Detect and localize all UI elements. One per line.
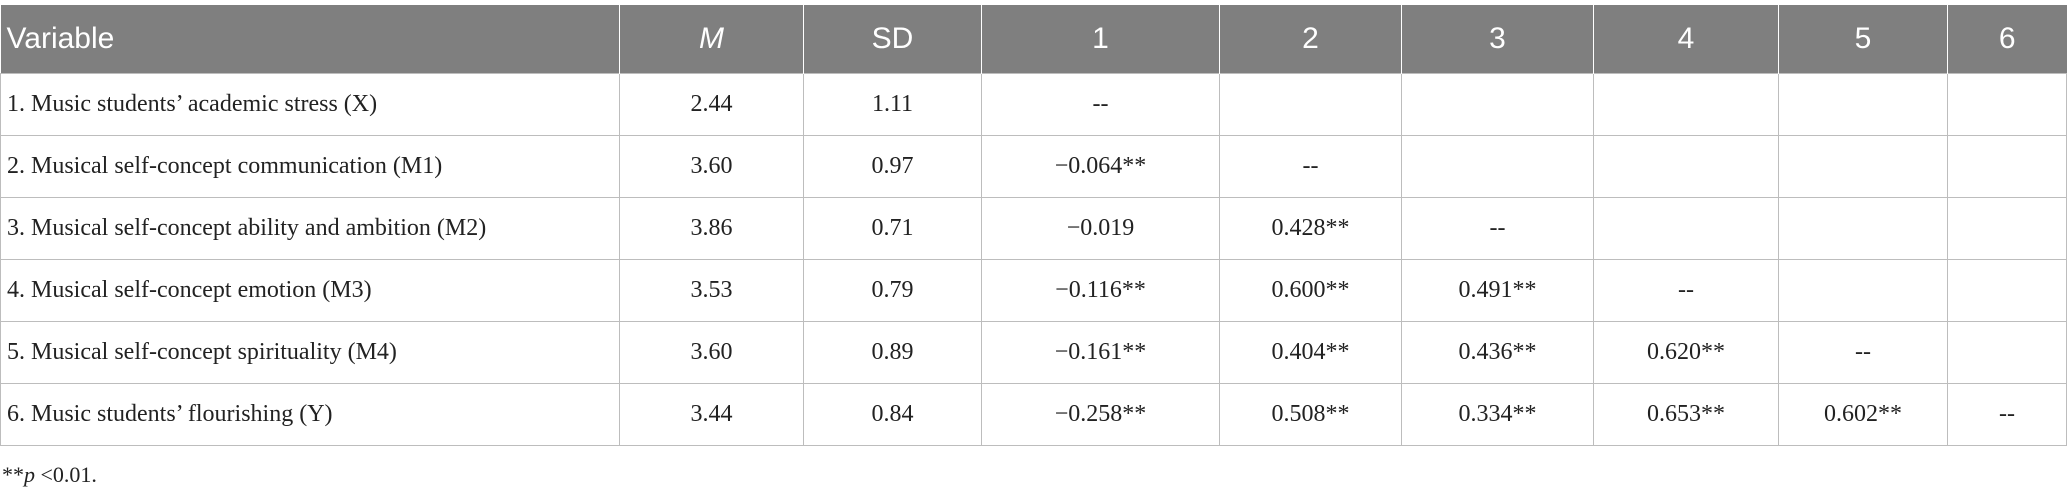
empty-cell <box>1778 73 1948 136</box>
table-cell: -- <box>1778 321 1948 384</box>
header-cell: 2 <box>1219 5 1402 74</box>
table-cell: 2.44 <box>619 73 804 136</box>
footnote-prefix: ** <box>2 462 24 487</box>
header-cell: 4 <box>1593 5 1779 74</box>
table-body: 1. Music students’ academic stress (X) 2.… <box>0 73 2067 446</box>
table-cell: 0.404** <box>1219 321 1402 384</box>
table-cell: 0.653** <box>1593 383 1779 446</box>
table-cell: 3.44 <box>619 383 804 446</box>
table-cell: 0.89 <box>803 321 982 384</box>
table-cell: 0.620** <box>1593 321 1779 384</box>
table-cell: 3.60 <box>619 321 804 384</box>
empty-cell <box>1401 73 1594 136</box>
footnote-suffix: <0.01. <box>35 462 97 487</box>
table-cell: −0.116** <box>981 259 1220 322</box>
header-cell: 1 <box>981 5 1220 74</box>
table-cell: 2. Musical self-concept communication (M… <box>0 135 620 198</box>
header-cell: 3 <box>1401 5 1594 74</box>
table-cell: 0.97 <box>803 135 982 198</box>
table-row: 5. Musical self-concept spirituality (M4… <box>0 321 2067 384</box>
table-cell: 0.508** <box>1219 383 1402 446</box>
header-cell: M <box>619 5 804 74</box>
table-cell: 3.60 <box>619 135 804 198</box>
empty-cell <box>1778 197 1948 260</box>
table-cell: 1.11 <box>803 73 982 136</box>
table-row: 6. Music students’ flourishing (Y) 3.44 0.… <box>0 383 2067 446</box>
table-cell: 0.491** <box>1401 259 1594 322</box>
correlation-table: Variable M SD 1 2 3 4 5 6 1. Music students’ aca… <box>0 5 2067 446</box>
empty-cell <box>1778 259 1948 322</box>
table-cell: 0.334** <box>1401 383 1594 446</box>
table-cell: 4. Musical self-concept emotion (M3) <box>0 259 620 322</box>
table-cell: 0.79 <box>803 259 982 322</box>
table-row: 4. Musical self-concept emotion (M3) 3.53… <box>0 259 2067 322</box>
table-row: 1. Music students’ academic stress (X) 2.… <box>0 73 2067 136</box>
header-cell: 5 <box>1778 5 1948 74</box>
empty-cell <box>1593 197 1779 260</box>
table-cell: -- <box>1947 383 2067 446</box>
header-cell: SD <box>803 5 982 74</box>
table-cell: -- <box>1219 135 1402 198</box>
empty-cell <box>1219 73 1402 136</box>
table-cell: −0.019 <box>981 197 1220 260</box>
table-cell: -- <box>981 73 1220 136</box>
table-cell: 3. Musical self-concept ability and ambi… <box>0 197 620 260</box>
empty-cell <box>1401 135 1594 198</box>
empty-cell <box>1778 135 1948 198</box>
table-cell: −0.064** <box>981 135 1220 198</box>
table-cell: 0.602** <box>1778 383 1948 446</box>
empty-cell <box>1947 197 2067 260</box>
footnote: **p <0.01. <box>2 462 97 488</box>
footnote-italic: p <box>24 462 35 487</box>
empty-cell <box>1593 135 1779 198</box>
table-cell: 0.600** <box>1219 259 1402 322</box>
table-cell: 0.71 <box>803 197 982 260</box>
table-cell: 3.86 <box>619 197 804 260</box>
table-row: 2. Musical self-concept communication (M… <box>0 135 2067 198</box>
header-row: Variable M SD 1 2 3 4 5 6 <box>0 5 2067 74</box>
table-row: 3. Musical self-concept ability and ambi… <box>0 197 2067 260</box>
table-cell: −0.161** <box>981 321 1220 384</box>
empty-cell <box>1593 73 1779 136</box>
table-cell: -- <box>1401 197 1594 260</box>
empty-cell <box>1947 73 2067 136</box>
table-cell: 0.436** <box>1401 321 1594 384</box>
header-cell: 6 <box>1947 5 2067 74</box>
table-cell: -- <box>1593 259 1779 322</box>
table-cell: 5. Musical self-concept spirituality (M4… <box>0 321 620 384</box>
empty-cell <box>1947 135 2067 198</box>
table-cell: 1. Music students’ academic stress (X) <box>0 73 620 136</box>
table-cell: 6. Music students’ flourishing (Y) <box>0 383 620 446</box>
empty-cell <box>1947 259 2067 322</box>
table-cell: −0.258** <box>981 383 1220 446</box>
header-cell: Variable <box>0 5 620 74</box>
table-cell: 0.84 <box>803 383 982 446</box>
table-cell: 3.53 <box>619 259 804 322</box>
table-cell: 0.428** <box>1219 197 1402 260</box>
empty-cell <box>1947 321 2067 384</box>
